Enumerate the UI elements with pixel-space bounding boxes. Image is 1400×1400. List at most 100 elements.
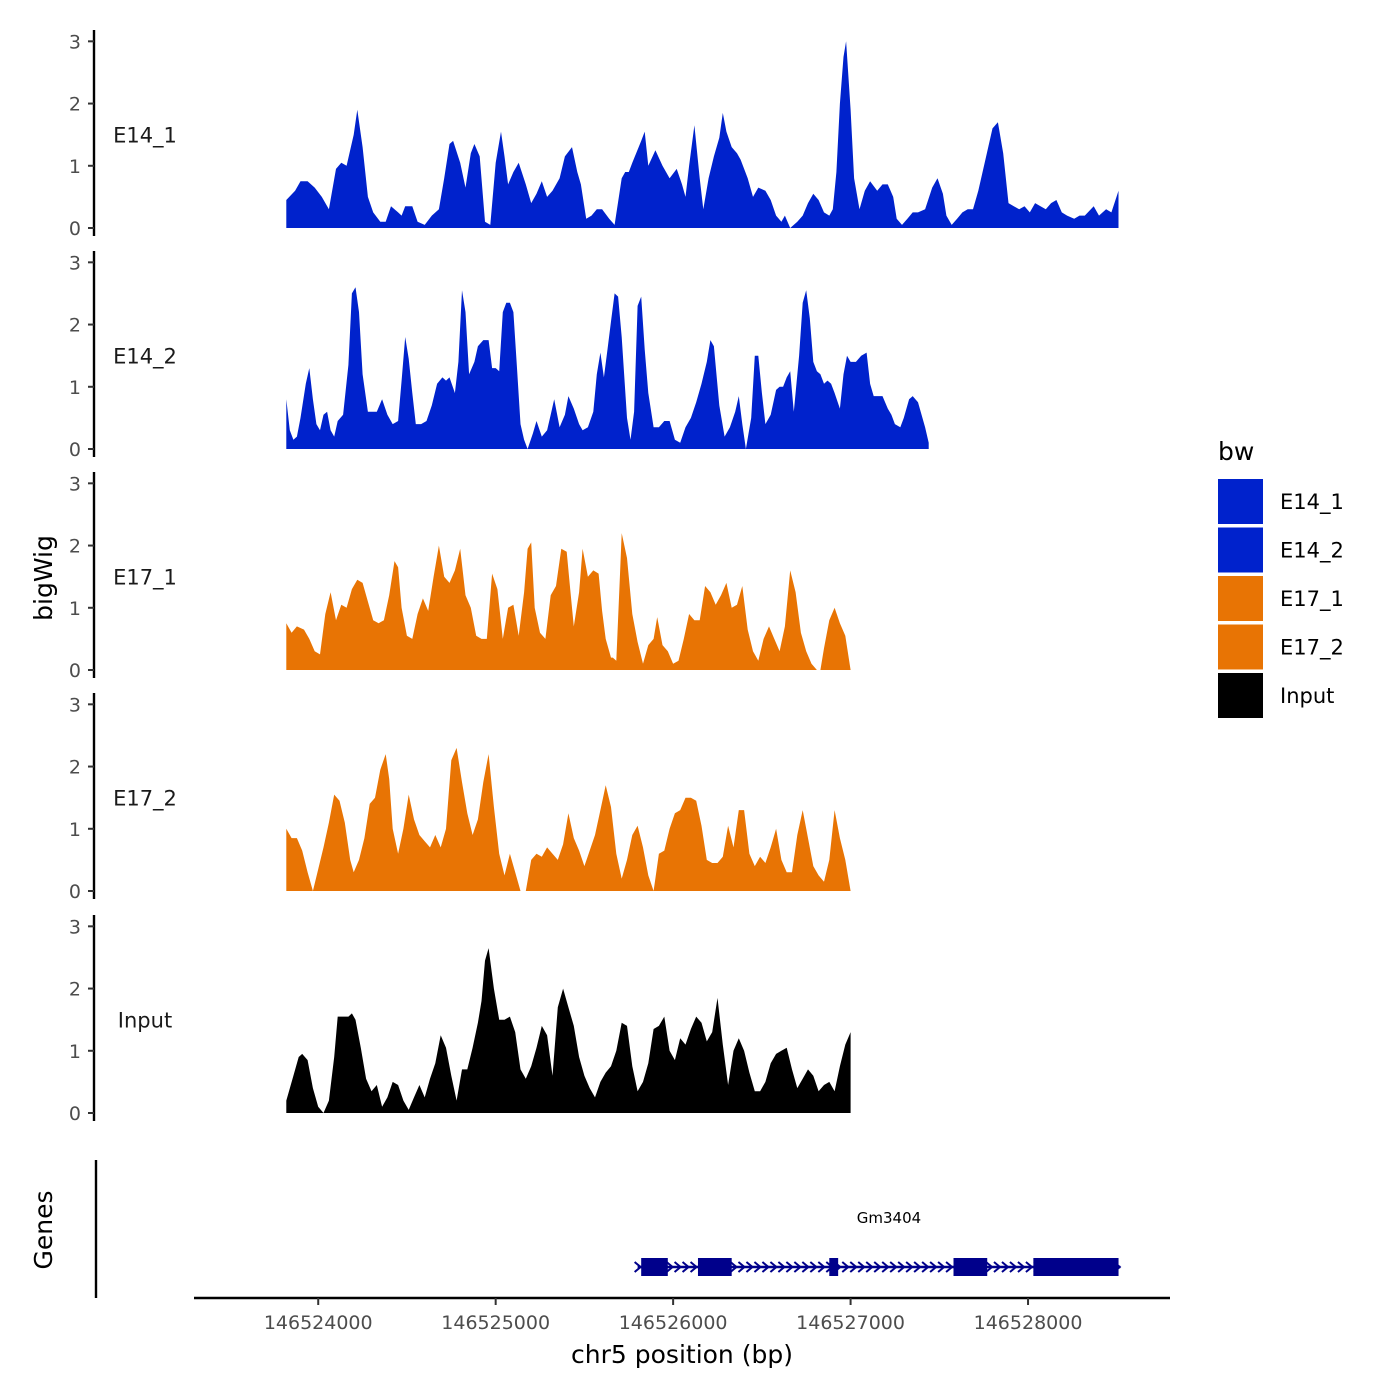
strand-chevron [913, 1261, 922, 1273]
genes-axis-title: Genes [29, 1190, 58, 1269]
y-tick-label: 0 [69, 660, 81, 682]
strand-chevron [801, 1261, 810, 1273]
y-tick-label: 1 [69, 377, 81, 399]
strand-chevron [945, 1261, 954, 1273]
y-tick-label: 2 [69, 979, 81, 1001]
track-label: E14_1 [113, 124, 177, 149]
signal-area [286, 948, 851, 1113]
y-tick-label: 2 [69, 315, 81, 337]
signal-area [286, 287, 929, 449]
strand-chevron [681, 1261, 691, 1273]
strand-chevron [809, 1261, 818, 1273]
y-tick-label: 1 [69, 819, 81, 841]
genes-panel: Genes Gm3404 [29, 1160, 1122, 1298]
strand-chevron [993, 1261, 1002, 1273]
track-label: E17_2 [113, 787, 177, 812]
y-tick-label: 1 [69, 1041, 81, 1063]
strand-chevron [1001, 1261, 1010, 1273]
x-tick-label: 146528000 [974, 1312, 1083, 1334]
gene-exon [697, 1258, 732, 1276]
track-panel-e17-2: 0 1 2 3 E17_2 [69, 693, 851, 903]
signal-tracks: 0 1 2 3 E14_1 0 1 2 3 E14_2 0 1 2 3 E17_1 0 1 2 3 E17_2 0 1 2 3… [69, 30, 1119, 1125]
y-tick-label: 2 [69, 536, 81, 558]
strand-chevron [673, 1261, 683, 1273]
strand-chevron [881, 1261, 890, 1273]
gene-label: Gm3404 [857, 1209, 921, 1227]
strand-chevron [849, 1261, 858, 1273]
y-tick-label: 1 [69, 156, 81, 178]
y-tick-label: 3 [69, 473, 81, 495]
strand-chevron [873, 1261, 882, 1273]
track-panel-e14-2: 0 1 2 3 E14_2 [69, 251, 929, 461]
legend-swatch [1218, 527, 1263, 573]
y-tick-label: 3 [69, 916, 81, 938]
strand-chevron [1009, 1261, 1018, 1273]
strand-chevron [737, 1261, 747, 1273]
x-axis-title: chr5 position (bp) [571, 1340, 793, 1369]
x-tick-label: 146526000 [619, 1312, 728, 1334]
legend-label: E17_1 [1280, 587, 1344, 612]
track-label: E14_2 [113, 345, 177, 370]
strand-chevron [905, 1261, 914, 1273]
signal-area [286, 747, 851, 891]
y-tick-label: 0 [69, 1103, 81, 1125]
gene-exon [829, 1258, 839, 1276]
x-tick-label: 146524000 [264, 1312, 373, 1334]
strand-chevron [897, 1261, 906, 1273]
strand-chevron [921, 1261, 930, 1273]
strand-chevron [761, 1261, 770, 1273]
strand-chevron [753, 1261, 762, 1273]
strand-chevron [785, 1261, 794, 1273]
x-tick-label: 146527000 [796, 1312, 905, 1334]
gene-model: Gm3404 [633, 1209, 1122, 1276]
strand-chevron [689, 1261, 699, 1273]
legend-swatch [1218, 576, 1263, 621]
signal-area [286, 41, 1119, 228]
y-tick-label: 0 [69, 439, 81, 461]
y-tick-label: 0 [69, 218, 81, 240]
legend-title: bw [1218, 437, 1254, 466]
strand-chevron [1025, 1261, 1034, 1273]
gene-exon [953, 1258, 988, 1276]
track-panel-e14-1: 0 1 2 3 E14_1 [69, 30, 1119, 240]
y-tick-label: 1 [69, 598, 81, 620]
y-tick-label: 3 [69, 31, 81, 53]
y-tick-label: 3 [69, 694, 81, 716]
track-label: E17_1 [113, 566, 177, 591]
strand-chevron [633, 1261, 643, 1273]
track-panel-e17-1: 0 1 2 3 E17_1 [69, 472, 851, 682]
track-label: Input [118, 1009, 172, 1033]
strand-chevron [793, 1261, 802, 1273]
strand-chevron [889, 1261, 898, 1273]
legend-swatch [1218, 673, 1263, 718]
gene-exon [1033, 1258, 1119, 1276]
strand-chevron [985, 1261, 994, 1273]
y-tick-label: 2 [69, 757, 81, 779]
strand-chevron [865, 1261, 874, 1273]
strand-chevron [841, 1261, 850, 1273]
legend-label: E14_2 [1280, 539, 1344, 564]
signal-area [286, 533, 851, 670]
strand-chevron [769, 1261, 778, 1273]
strand-chevron [817, 1261, 826, 1273]
y-tick-label: 2 [69, 94, 81, 116]
legend-swatch [1218, 624, 1263, 670]
strand-chevron [929, 1261, 938, 1273]
y-tick-label: 0 [69, 881, 81, 903]
legend-label: E17_2 [1280, 636, 1344, 661]
strand-chevron [857, 1261, 866, 1273]
strand-chevron [665, 1261, 675, 1273]
strand-chevron [729, 1261, 739, 1273]
strand-chevron [1017, 1261, 1026, 1273]
x-tick-label: 146525000 [441, 1312, 550, 1334]
legend-swatch [1218, 479, 1263, 524]
gene-exon [641, 1258, 668, 1276]
legend: bw E14_1 E14_2 E17_1 E17_2 Input [1218, 437, 1344, 718]
strand-chevron [745, 1261, 754, 1273]
strand-chevron [777, 1261, 786, 1273]
x-axis: 146524000 146525000 146526000 146527000 1465… [194, 1296, 1170, 1334]
y-axis-title: bigWig [29, 535, 58, 621]
track-panel-input: 0 1 2 3 Input [69, 915, 851, 1125]
strand-chevron [937, 1261, 946, 1273]
